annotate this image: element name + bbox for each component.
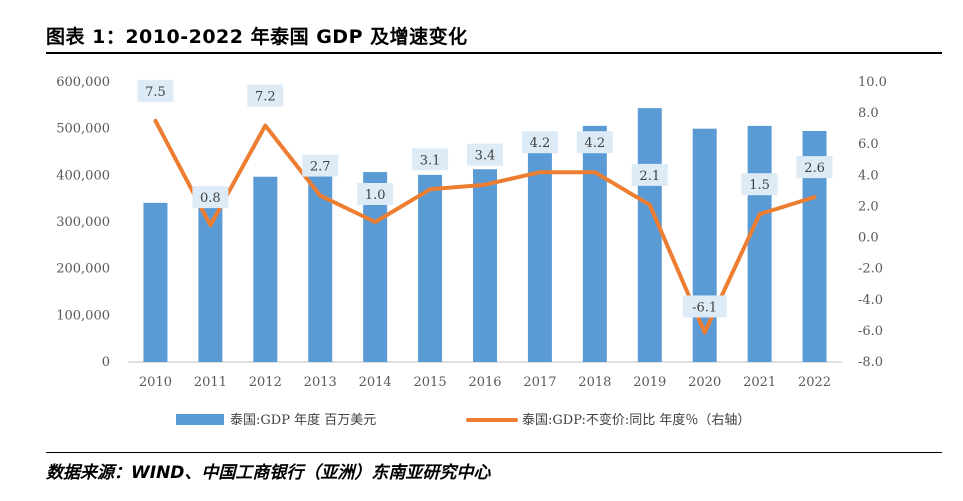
- data-label: 1.5: [749, 178, 770, 193]
- legend-swatch-bar: [176, 414, 224, 425]
- data-label: 7.2: [255, 90, 276, 105]
- x-axis-tick-label: 2011: [194, 375, 227, 390]
- data-label-box: [467, 143, 503, 166]
- data-label: 4.2: [585, 136, 606, 151]
- data-label: 1.0: [365, 188, 386, 203]
- x-axis-tick-label: 2012: [249, 375, 282, 390]
- legend: 泰国:GDP 年度 百万美元 泰国:GDP:不变价:同比 年度％（右轴）: [176, 412, 750, 428]
- x-axis-tick-label: 2010: [139, 375, 172, 390]
- data-label: 3.1: [420, 153, 441, 168]
- right-axis-tick-label: 6.0: [858, 137, 879, 152]
- data-labels: 7.5 0.8 7.2 2.7 1.0 3.1 3.4 4.2 4.2 2.1 -6.1 1.5 2.6: [137, 79, 833, 318]
- data-label-box: [357, 183, 394, 205]
- data-label: 0.8: [200, 191, 221, 206]
- title-underline: [46, 52, 942, 54]
- data-label-box: [631, 163, 668, 186]
- data-label-box: [192, 186, 229, 209]
- data-label: 3.4: [475, 149, 496, 164]
- data-label: 2.7: [310, 160, 331, 175]
- left-axis-tick-label: 300,000: [56, 215, 110, 230]
- left-axis-tick-label: 600,000: [56, 75, 110, 90]
- left-axis-tick-label: 400,000: [56, 168, 110, 183]
- right-axis-tick-label: -4.0: [858, 293, 883, 308]
- gdp-bar: [143, 202, 168, 362]
- right-axis-tick-label: 0.0: [858, 231, 879, 246]
- data-label-box: [682, 295, 727, 318]
- left-axis-tick-label: 100,000: [56, 308, 110, 323]
- x-axis-tick-label: 2020: [688, 375, 721, 390]
- gdp-bar: [418, 174, 443, 362]
- right-axis-tick-label: 10.0: [858, 75, 887, 90]
- x-axis-tick-label: 2019: [633, 375, 666, 390]
- left-axis-tick-label: 0: [102, 355, 110, 370]
- data-label-box: [521, 131, 558, 154]
- right-axis-tick-label: -2.0: [858, 262, 883, 277]
- data-label-box: [796, 156, 833, 179]
- x-axis-tick-label: 2018: [578, 375, 611, 390]
- gdp-bar: [692, 128, 717, 362]
- x-axis-tick-label: 2021: [743, 375, 776, 390]
- growth-line: [153, 118, 817, 335]
- gdp-bar: [582, 125, 607, 362]
- x-axis-tick-label: 2013: [304, 375, 337, 390]
- data-label: -6.1: [692, 300, 717, 315]
- x-axis-tick-label: 2015: [414, 375, 447, 390]
- left-axis-tick-label: 200,000: [56, 262, 110, 277]
- data-label-box: [302, 154, 339, 177]
- gdp-bar: [198, 188, 223, 362]
- source-note: 数据来源：WIND、中国工商银行（亚洲）东南亚研究中心: [46, 463, 491, 483]
- legend-label-line: 泰国:GDP:不变价:同比 年度％（右轴）: [522, 412, 750, 428]
- gdp-bar: [637, 108, 662, 362]
- x-axis-tick-label: 2016: [468, 375, 501, 390]
- left-axis-tick-label: 500,000: [56, 122, 110, 137]
- data-label-box: [741, 173, 778, 196]
- x-axis-tick-label: 2014: [359, 375, 392, 390]
- data-label: 2.6: [804, 161, 825, 176]
- data-label: 7.5: [145, 85, 166, 100]
- right-axis-tick-label: 8.0: [858, 106, 879, 121]
- gdp-bar: [253, 176, 278, 362]
- data-label-box: [412, 148, 449, 171]
- legend-label-bar: 泰国:GDP 年度 百万美元: [230, 412, 376, 428]
- data-label-box: [137, 79, 174, 102]
- right-axis-tick-label: 2.0: [858, 199, 879, 214]
- gdp-bar: [473, 169, 497, 362]
- x-axis-tick-label: 2022: [798, 375, 831, 390]
- axes: 0 100,000 200,000 300,000 400,000 500,000 600,…: [56, 75, 887, 390]
- line-series: [153, 118, 817, 335]
- gdp-bar: [527, 149, 552, 362]
- chart-title: 图表 1：2010-2022 年泰国 GDP 及增速变化: [46, 26, 468, 48]
- data-label-box: [247, 84, 284, 107]
- right-axis-tick-label: -8.0: [858, 355, 883, 370]
- data-label: 2.1: [639, 169, 660, 184]
- x-axis-tick-label: 2017: [523, 375, 556, 390]
- source-divider: [46, 452, 942, 453]
- gdp-bar: [747, 125, 772, 362]
- right-axis-tick-label: 4.0: [858, 168, 879, 183]
- right-axis-tick-label: -6.0: [858, 324, 883, 339]
- data-label: 4.2: [530, 136, 551, 151]
- data-label-box: [576, 131, 613, 154]
